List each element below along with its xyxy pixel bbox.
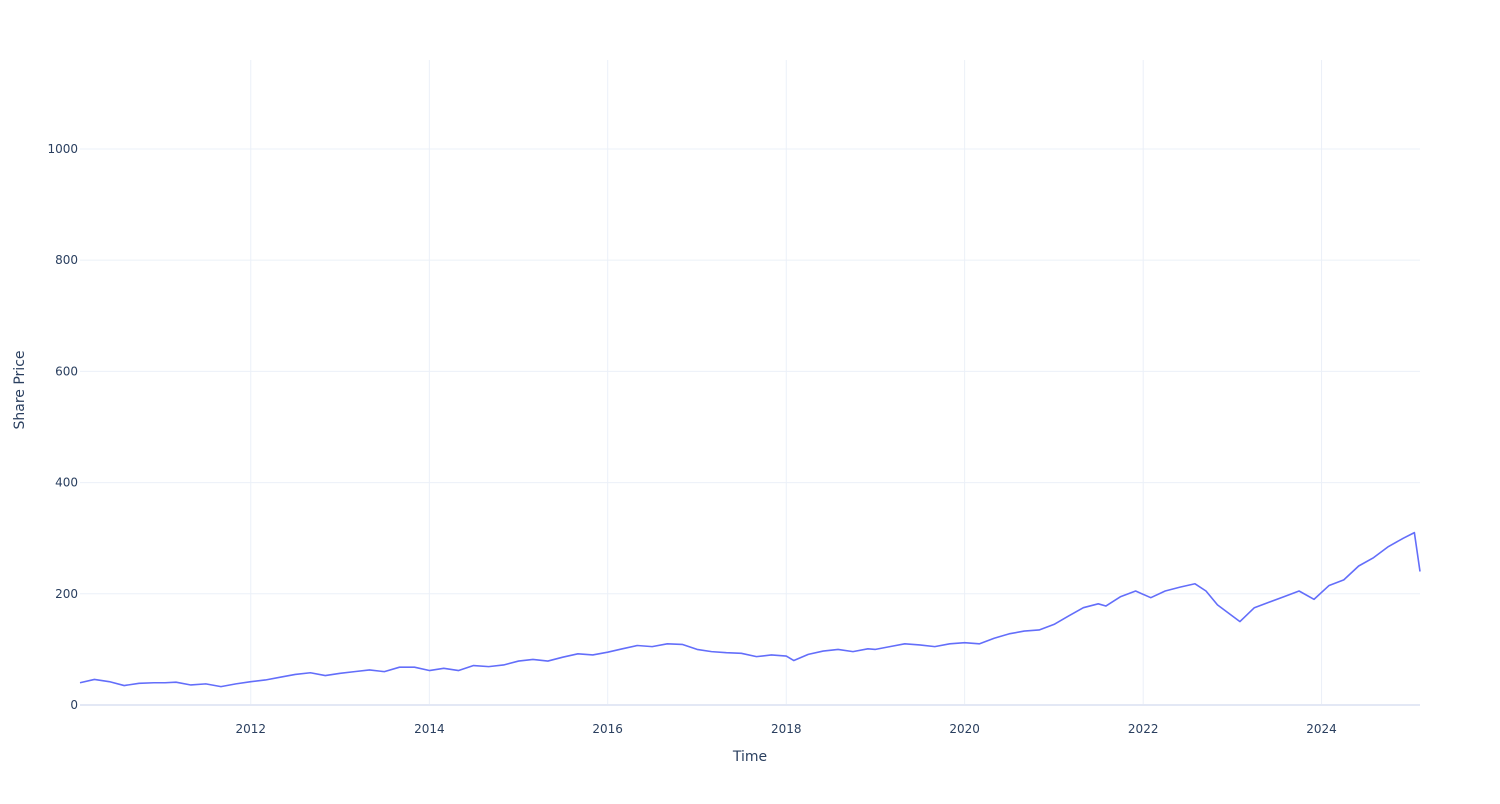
- x-tick-label: 2020: [949, 722, 980, 736]
- y-tick-label: 0: [70, 698, 78, 712]
- grid-layer: [80, 60, 1420, 705]
- x-tick-label: 2014: [414, 722, 445, 736]
- y-tick-label: 400: [55, 476, 78, 490]
- x-axis-title: Time: [732, 749, 767, 765]
- y-tick-label: 200: [55, 587, 78, 601]
- y-axis-title: Share Price: [12, 350, 28, 429]
- x-tick-label: 2012: [235, 722, 266, 736]
- axis-layer: 2012 2014 2016 2018 2020 2022 2024 0 200 400 600 80…: [47, 142, 1420, 736]
- x-tick-label: 2016: [592, 722, 623, 736]
- y-tick-label: 800: [55, 253, 78, 267]
- y-tick-label: 1000: [47, 142, 78, 156]
- series-line: [79, 531, 1421, 688]
- y-tick-label: 600: [55, 364, 78, 378]
- x-tick-label: 2018: [771, 722, 802, 736]
- x-tick-label: 2024: [1306, 722, 1337, 736]
- x-tick-label: 2022: [1128, 722, 1159, 736]
- series-layer: [79, 531, 1421, 688]
